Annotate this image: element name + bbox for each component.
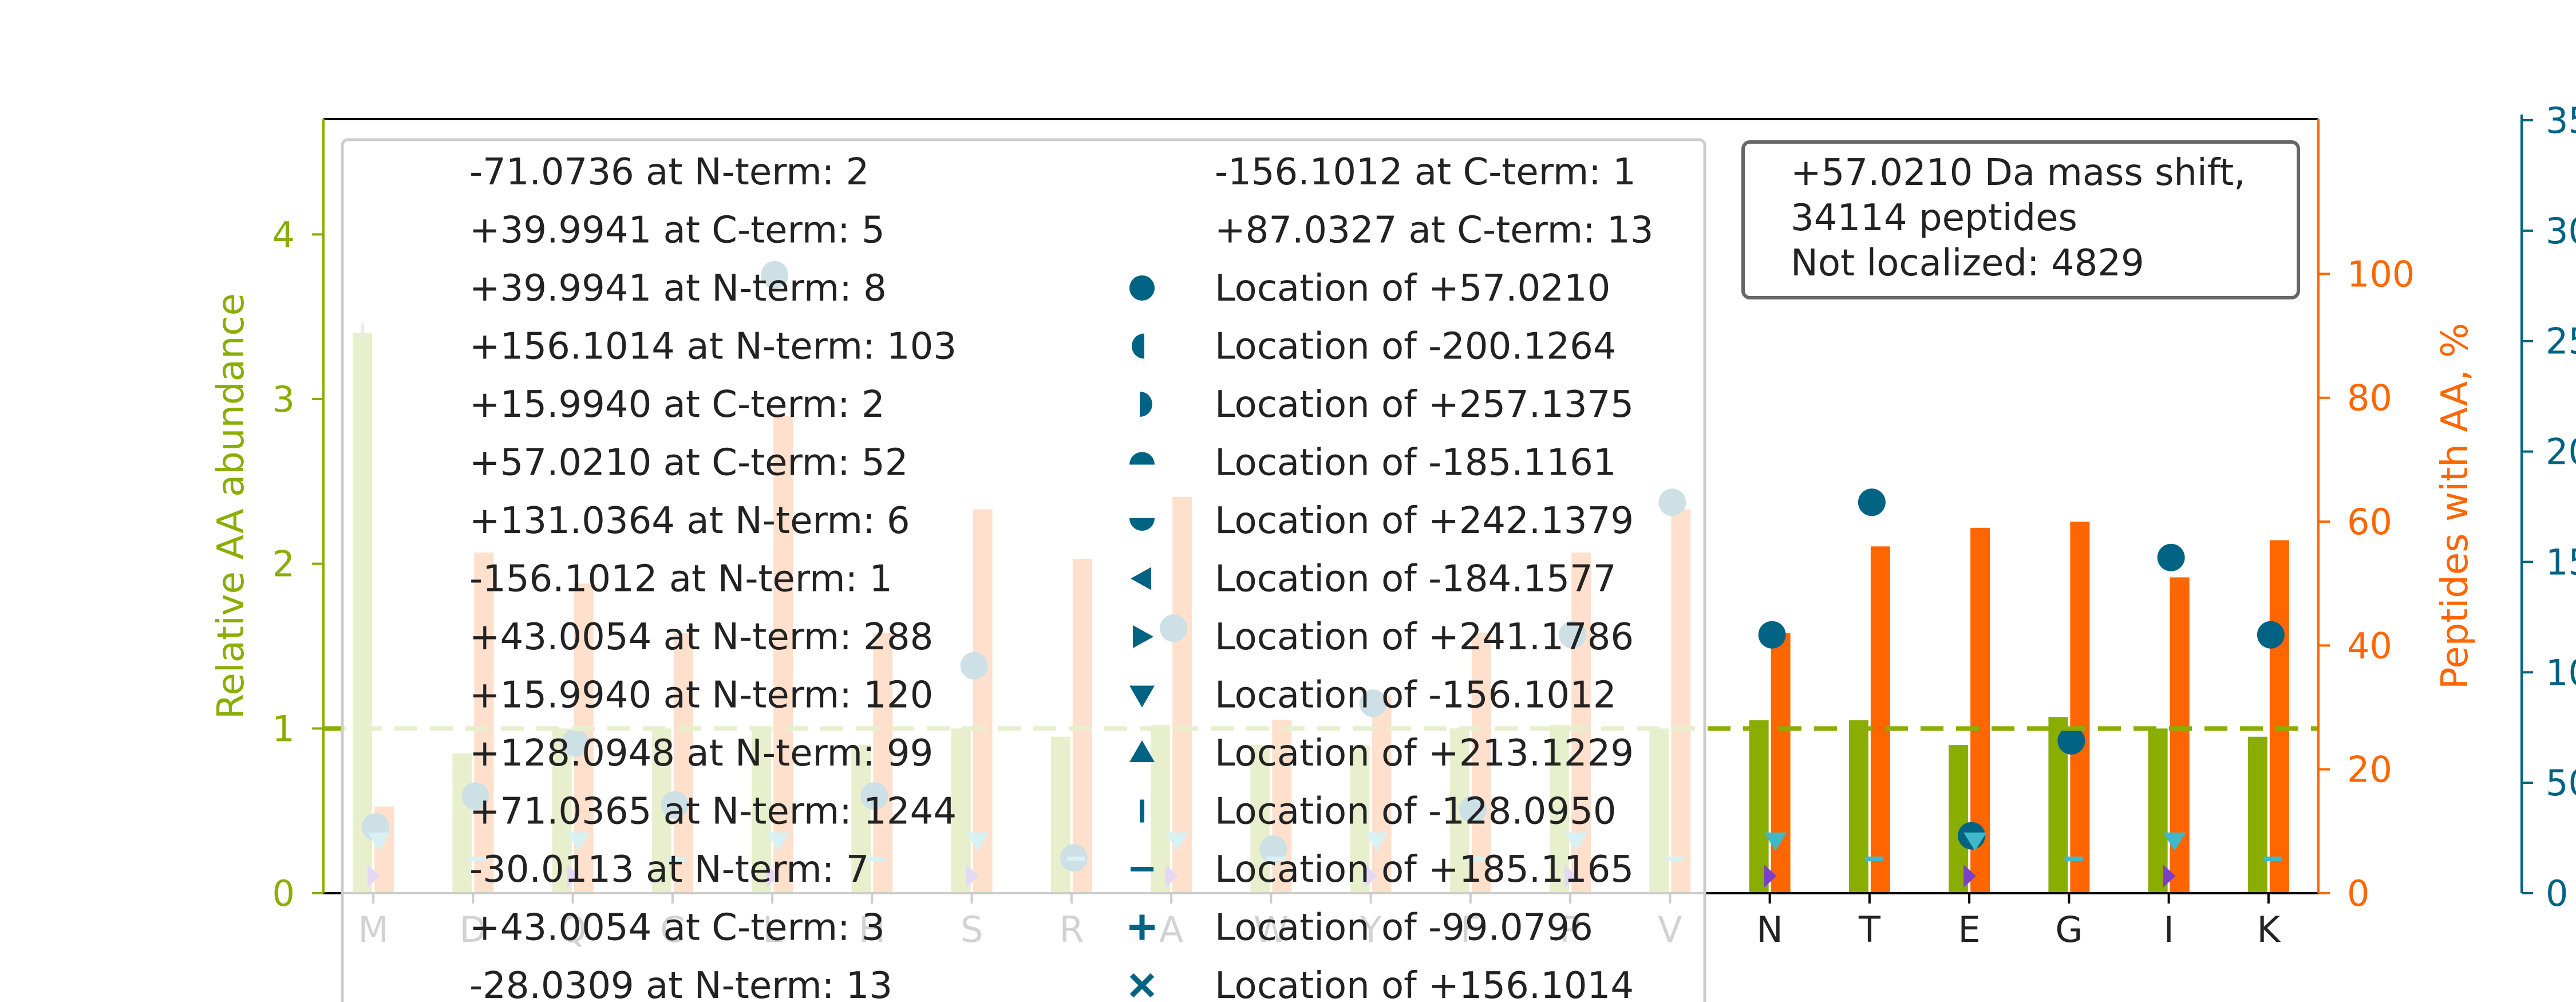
info-box bbox=[1741, 140, 2300, 299]
legend-entry-right-4: Location of +257.1375 bbox=[1215, 384, 1634, 426]
legend-marker-plus-13 bbox=[1129, 914, 1155, 940]
y3tick-label-2: 10 bbox=[2546, 652, 2576, 693]
legend-entry-right-14: Location of +156.1014 bbox=[1215, 965, 1634, 1002]
y2tick-label-4: 80 bbox=[2347, 377, 2392, 419]
y3tick-label-1: 50 bbox=[2546, 762, 2576, 804]
legend-entry-left-8: +43.0054 at N-term: 288 bbox=[469, 616, 933, 658]
legend-marker-circle-right-4 bbox=[1140, 392, 1152, 417]
y2tick-label-2: 40 bbox=[2347, 625, 2392, 666]
legend-entry-left-3: +156.1014 at N-term: 103 bbox=[469, 326, 957, 368]
xtick-label-E: E bbox=[1958, 909, 1981, 950]
legend-entry-right-11: Location of -128.0950 bbox=[1215, 791, 1617, 833]
loc-marker-N-2 bbox=[1764, 833, 1787, 851]
legend-entry-right-6: Location of +242.1379 bbox=[1215, 500, 1634, 542]
info-layer: +57.0210 Da mass shift,34114 peptidesNot… bbox=[1741, 140, 2300, 299]
ytick-label-2: 2 bbox=[272, 543, 295, 585]
legend-entry-left-11: +71.0365 at N-term: 1244 bbox=[469, 791, 957, 833]
point-count-G bbox=[2057, 727, 2085, 755]
y2label: Peptides with AA, % bbox=[2434, 323, 2476, 689]
bar-peptides-T bbox=[1870, 546, 1890, 893]
legend-entry-left-2: +39.9941 at N-term: 8 bbox=[469, 267, 887, 310]
loc-marker-I-2 bbox=[2163, 833, 2186, 851]
loc-marker-E-2 bbox=[1963, 833, 1987, 851]
legend-entry-right-2: Location of +57.0210 bbox=[1215, 267, 1610, 310]
y3tick-label-5: 25 bbox=[2546, 321, 2576, 362]
loc-marker-T-1 bbox=[1864, 857, 1883, 861]
legend-entry-right-10: Location of +213.1229 bbox=[1215, 732, 1634, 775]
legend-entry-left-14: -28.0309 at N-term: 13 bbox=[469, 965, 892, 1002]
loc-marker-K-1 bbox=[2263, 857, 2282, 861]
legend-entry-right-3: Location of -200.1264 bbox=[1215, 326, 1617, 368]
bar-abundance-N bbox=[1749, 720, 1769, 893]
ytick-label-4: 4 bbox=[272, 214, 295, 255]
legend-entry-left-10: +128.0948 at N-term: 99 bbox=[469, 732, 933, 775]
legend-entry-right-8: Location of +241.1786 bbox=[1215, 616, 1634, 658]
y3tick-label-0: 0 bbox=[2546, 873, 2568, 914]
point-count-T bbox=[1858, 488, 1886, 516]
y3tick-label-7: 35 bbox=[2546, 100, 2576, 141]
legend-marker-circle-bottom-6 bbox=[1129, 518, 1155, 531]
bar-peptides-K bbox=[2269, 540, 2289, 893]
bar-abundance-T bbox=[1848, 720, 1868, 893]
legend-marker-circle-top-5 bbox=[1129, 452, 1155, 465]
xtick-label-K: K bbox=[2257, 909, 2281, 950]
legend-marker-circle-2 bbox=[1129, 275, 1155, 301]
ytick-label-0: 0 bbox=[272, 873, 295, 914]
loc-marker-G-1 bbox=[2064, 857, 2083, 861]
legend-entry-left-4: +15.9940 at C-term: 2 bbox=[469, 384, 885, 426]
y3tick-label-6: 30 bbox=[2546, 210, 2576, 252]
y3tick-label-3: 15 bbox=[2546, 541, 2576, 583]
legend-entry-left-6: +131.0364 at N-term: 6 bbox=[469, 500, 910, 542]
legend-marker-tri-left-7 bbox=[1131, 567, 1151, 590]
loc-marker-I-0 bbox=[2163, 865, 2176, 887]
info-line-0: +57.0210 Da mass shift, bbox=[1791, 152, 2246, 194]
ytick-label-1: 1 bbox=[272, 708, 295, 749]
ytick-label-3: 3 bbox=[272, 378, 295, 420]
bar-peptides-N bbox=[1771, 633, 1791, 893]
legend-entry-right-9: Location of -156.1012 bbox=[1215, 674, 1617, 717]
xtick-label-T: T bbox=[1858, 909, 1881, 950]
xtick-label-G: G bbox=[2055, 909, 2083, 950]
legend-entry-left-12: -30.0113 at N-term: 7 bbox=[469, 849, 869, 891]
legend-entry-left-13: +43.0054 at C-term: 3 bbox=[469, 907, 885, 949]
point-count-K bbox=[2257, 621, 2285, 649]
loc-marker-E-0 bbox=[1963, 865, 1977, 887]
legend-layer: -71.0736 at N-term: 2 +39.9941 at C-term:… bbox=[341, 138, 1706, 1002]
bar-peptides-G bbox=[2070, 522, 2090, 893]
info-line-2: Not localized: 4829 bbox=[1791, 242, 2144, 285]
legend-entry-left-5: +57.0210 at C-term: 52 bbox=[469, 442, 908, 484]
y2tick-label-3: 60 bbox=[2347, 501, 2392, 543]
bar-abundance-I bbox=[2148, 728, 2168, 893]
legend-box bbox=[341, 138, 1706, 1002]
y2tick-label-1: 20 bbox=[2347, 749, 2392, 791]
legend-entry-right-12: Location of +185.1165 bbox=[1215, 849, 1634, 891]
point-count-N bbox=[1758, 621, 1786, 649]
legend-entry-right-13: Location of -99.0796 bbox=[1215, 907, 1593, 949]
legend-entry-left-9: +15.9940 at N-term: 120 bbox=[469, 674, 933, 717]
legend-marker-x-14 bbox=[1129, 973, 1155, 998]
y3tick-label-4: 20 bbox=[2546, 431, 2576, 473]
point-count-I bbox=[2157, 543, 2185, 571]
xtick-label-N: N bbox=[1756, 909, 1783, 950]
legend-entry-left-7: -156.1012 at N-term: 1 bbox=[469, 558, 892, 601]
legend-entry-left-0: -71.0736 at N-term: 2 bbox=[469, 151, 869, 194]
legend-entry-right-1: +87.0327 at C-term: 13 bbox=[1215, 210, 1653, 252]
y2tick-label-5: 100 bbox=[2347, 253, 2415, 295]
info-line-1: 34114 peptides bbox=[1791, 197, 2077, 239]
legend-entry-right-0: -156.1012 at C-term: 1 bbox=[1215, 151, 1636, 194]
bar-abundance-K bbox=[2247, 736, 2267, 893]
legend-entry-right-5: Location of -185.1161 bbox=[1215, 442, 1617, 484]
legend-entry-right-7: Location of -184.1577 bbox=[1215, 558, 1617, 601]
legend-entry-left-1: +39.9941 at C-term: 5 bbox=[469, 210, 885, 252]
loc-marker-N-0 bbox=[1764, 865, 1777, 887]
legend-marker-tri-up-10 bbox=[1129, 740, 1155, 762]
legend-marker-tri-right-8 bbox=[1133, 625, 1153, 648]
xtick-label-I: I bbox=[2163, 909, 2174, 950]
legend-marker-tri-down-9 bbox=[1129, 685, 1155, 708]
y2tick-label-0: 0 bbox=[2347, 873, 2369, 914]
ylabel: Relative AA abundance bbox=[210, 293, 252, 719]
legend-marker-circle-left-3 bbox=[1132, 333, 1144, 359]
